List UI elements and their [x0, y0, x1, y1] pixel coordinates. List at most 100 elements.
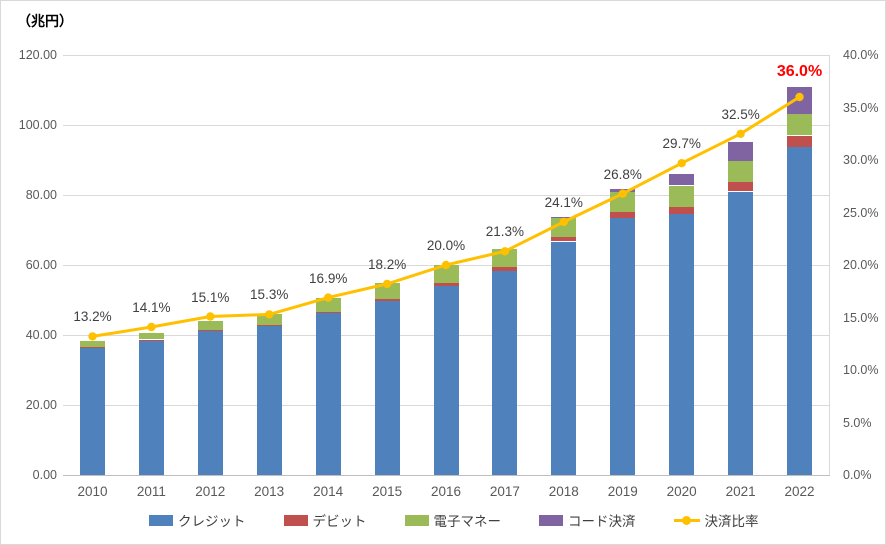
bar-debit-2012	[197, 329, 223, 332]
x-axis-tick-label: 2014	[313, 484, 344, 499]
bar-emoney-2015	[374, 282, 400, 299]
bar-credit-2011	[138, 340, 164, 475]
bar-debit-2015	[374, 299, 400, 301]
ratio-label-2020: 29.7%	[662, 136, 701, 152]
bar-emoney-2021	[728, 160, 754, 182]
bar-debit-2010	[80, 346, 105, 348]
ratio-label-2016: 20.0%	[426, 238, 466, 253]
legend-label: デビット	[312, 514, 367, 529]
right-axis-tick-label: 5.0%	[843, 415, 872, 430]
x-axis-tick-label: 2010	[77, 484, 108, 499]
bar-credit-2020	[669, 214, 695, 476]
bar-debit-2019	[610, 212, 636, 219]
legend-label: クレジット	[178, 514, 246, 529]
horizontal-gridline	[63, 125, 829, 126]
legend-label: 決済比率	[704, 514, 759, 529]
bar-credit-2019	[610, 218, 636, 475]
x-axis-tick-label: 2017	[489, 484, 520, 499]
bar-credit-2021	[728, 191, 754, 475]
x-axis-tick-label: 2020	[666, 484, 697, 499]
bar-credit-2013	[256, 326, 282, 476]
ratio-label-2010: 13.2%	[73, 309, 112, 325]
left-axis-tick-label: 20.00	[25, 398, 57, 412]
bar-emoney-2011	[138, 332, 164, 340]
right-axis-tick-label: 35.0%	[843, 100, 879, 115]
bar-debit-2016	[433, 283, 459, 286]
left-axis-tick-label: 100.00	[18, 118, 57, 132]
plot-right-border	[829, 55, 830, 475]
bar-credit-2017	[492, 270, 518, 475]
ratio-label-2017: 21.3%	[485, 224, 525, 240]
chart-legend: クレジット デビット 電子マネー コード決済 決済比率	[149, 510, 759, 530]
bar-emoney-2012	[197, 321, 223, 330]
bar-credit-2010	[80, 348, 105, 475]
bar-emoney-2017	[492, 248, 518, 267]
legend-label: 電子マネー	[433, 514, 502, 529]
ratio-label-2022: 36.0%	[776, 63, 823, 80]
legend-item-credit: クレジット	[149, 510, 246, 530]
x-axis-tick-label: 2018	[548, 484, 579, 499]
bar-emoney-2013	[256, 314, 282, 325]
x-axis-line	[63, 475, 830, 476]
bar-debit-2011	[138, 339, 164, 341]
x-axis-tick-label: 2013	[254, 484, 285, 499]
right-axis-tick-label: 10.0%	[843, 363, 879, 377]
legend-item-debit: デビット	[283, 510, 367, 530]
bar-credit-2014	[315, 313, 341, 475]
bar-emoney-2010	[80, 341, 105, 347]
bar-emoney-2014	[315, 297, 341, 312]
bar-code-2019	[610, 188, 636, 193]
bar-debit-2022	[787, 135, 812, 147]
legend-swatch-code	[539, 514, 563, 526]
bar-debit-2013	[256, 324, 282, 327]
ratio-marker-2020	[677, 159, 686, 168]
x-axis-tick-label: 2016	[430, 484, 462, 499]
right-axis-tick-label: 20.0%	[843, 258, 879, 272]
right-axis-tick-label: 0.0%	[843, 468, 872, 482]
bar-emoney-2022	[787, 114, 812, 136]
ratio-marker-2011	[147, 322, 156, 332]
ratio-marker-2012	[206, 312, 215, 321]
ratio-label-2015: 18.2%	[367, 256, 407, 272]
left-axis-tick-label: 60.00	[25, 258, 57, 272]
legend-item-emoney: 電子マネー	[404, 510, 502, 530]
bar-debit-2018	[551, 236, 577, 242]
legend-swatch-emoney	[404, 514, 429, 526]
bar-code-2022	[787, 86, 812, 115]
right-axis-tick-label: 40.0%	[843, 48, 879, 62]
bar-credit-2016	[433, 286, 459, 475]
ratio-label-2019: 26.8%	[603, 166, 642, 182]
left-axis-unit-title: （兆円）	[17, 13, 73, 29]
bar-debit-2014	[315, 311, 341, 313]
bar-emoney-2018	[551, 217, 577, 237]
x-axis-tick-label: 2022	[784, 484, 815, 499]
left-axis-tick-label: 80.00	[25, 188, 57, 202]
ratio-label-2021: 32.5%	[721, 106, 760, 122]
left-axis-tick-label: 40.00	[25, 328, 57, 342]
horizontal-gridline	[63, 55, 829, 56]
ratio-label-2011: 14.1%	[132, 300, 171, 315]
ratio-label-2013: 15.3%	[250, 287, 289, 303]
bar-credit-2012	[197, 331, 223, 475]
bar-emoney-2016	[433, 265, 459, 284]
bar-credit-2022	[787, 146, 812, 475]
right-axis-tick-label: 15.0%	[843, 310, 879, 325]
left-axis-tick-label: 0.00	[32, 468, 57, 482]
bar-credit-2015	[374, 300, 400, 475]
left-axis-tick-label: 120.00	[18, 48, 57, 62]
x-axis-tick-label: 2021	[725, 484, 756, 499]
bar-debit-2020	[669, 206, 695, 215]
bar-credit-2018	[551, 241, 577, 475]
bar-code-2018	[551, 216, 577, 218]
legend-swatch-debit	[283, 514, 308, 526]
bar-emoney-2020	[669, 185, 695, 207]
legend-item-code: コード決済	[539, 510, 636, 530]
legend-line-marker-icon	[673, 515, 700, 526]
bar-code-2021	[728, 142, 754, 161]
x-axis-tick-label: 2015	[372, 484, 403, 499]
ratio-marker-2021	[736, 129, 745, 138]
ratio-label-2014: 16.9%	[309, 270, 348, 286]
x-axis-tick-label: 2011	[136, 484, 166, 499]
bar-code-2020	[669, 174, 695, 186]
